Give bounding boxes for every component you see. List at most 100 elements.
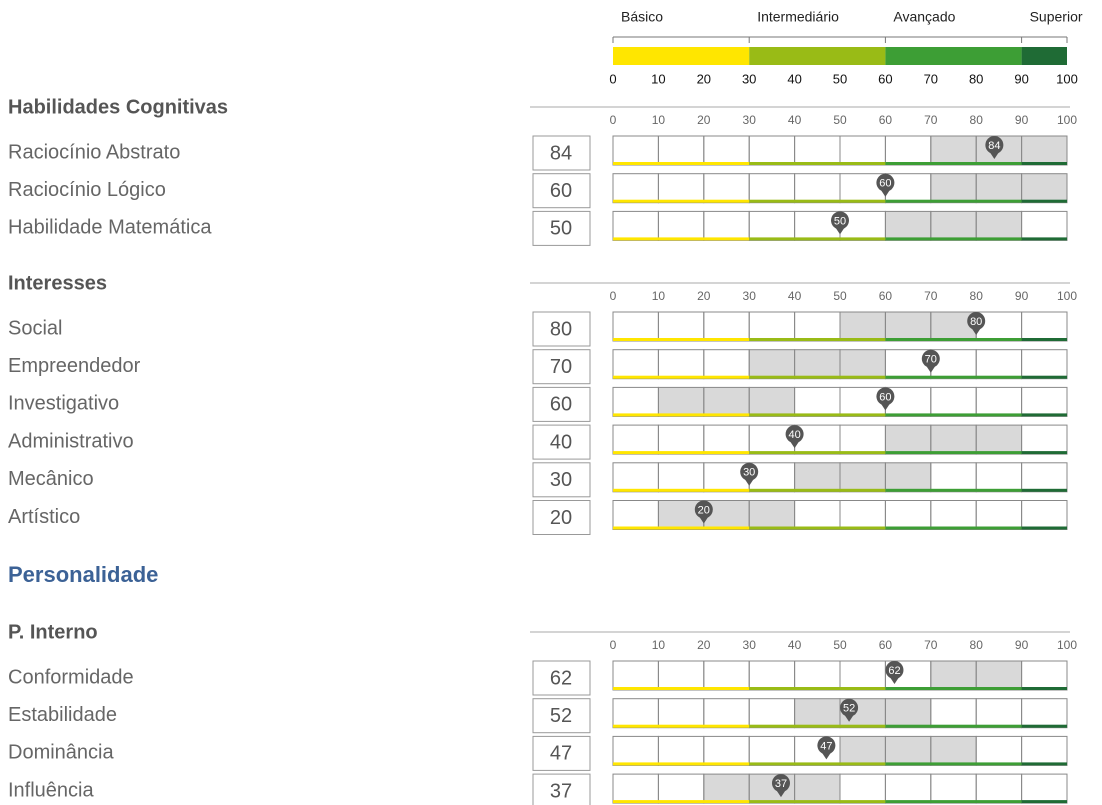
score-value: 20: [550, 507, 572, 529]
scale-tick: 60: [879, 638, 893, 652]
scale-tick: 0: [610, 113, 617, 127]
legend-tick: 20: [697, 71, 711, 86]
level-underline: [1021, 338, 1067, 341]
scale-tick: 100: [1057, 289, 1077, 303]
typical-range: [885, 425, 1022, 455]
score-value: 60: [550, 180, 572, 202]
level-underline: [885, 724, 1022, 728]
row-label: Administrativo: [8, 430, 134, 452]
pin-label: 47: [820, 740, 832, 752]
score-pin-head: [740, 462, 759, 481]
scale-tick: 50: [833, 289, 847, 303]
score-box: [532, 210, 591, 246]
score-pin-head: [831, 211, 849, 230]
row-label: Investigativo: [8, 393, 119, 415]
section-title: P. Interno: [8, 621, 98, 643]
score-pin-head: [771, 774, 790, 793]
scale-tick: 50: [833, 113, 847, 127]
scale-tick: 40: [788, 113, 802, 127]
scale-tick: 100: [1057, 113, 1077, 127]
scale-tick: 50: [833, 638, 847, 652]
level-underline: [749, 162, 886, 165]
row-label: Raciocínio Lógico: [8, 179, 166, 201]
score-box: [532, 773, 591, 805]
level-underline: [1021, 375, 1067, 379]
level-underline: [749, 800, 886, 804]
typical-range: [840, 312, 977, 341]
score-box: [532, 660, 591, 696]
level-label: Avançado: [893, 9, 955, 25]
pin-label: 37: [775, 778, 787, 790]
scale-tick: 20: [697, 289, 711, 303]
scale-tick: 0: [610, 289, 617, 303]
score-value: 47: [550, 743, 572, 765]
level-label: Intermediário: [757, 9, 839, 25]
pin-label: 70: [925, 354, 937, 366]
score-value: 84: [550, 142, 572, 164]
level-underline: [613, 413, 750, 417]
level-underline: [613, 724, 750, 728]
scale-tick: 80: [970, 289, 984, 303]
level-underline: [613, 526, 750, 530]
scale-tick: 0: [610, 638, 617, 652]
scale-tick: 10: [652, 638, 666, 652]
scale-tick: 40: [788, 638, 802, 652]
score-pin-head: [985, 136, 1004, 154]
row-label: Artístico: [8, 506, 80, 528]
typical-range: [658, 500, 795, 530]
row-label: Empreendedor: [8, 355, 141, 377]
pin-label: 62: [888, 665, 900, 677]
level-underline: [885, 162, 1022, 165]
score-pin-head: [876, 387, 895, 406]
level-underline: [749, 451, 886, 455]
level-band: [1021, 47, 1067, 65]
score-pin-head: [785, 425, 804, 444]
level-underline: [885, 488, 1022, 492]
level-underline: [749, 413, 886, 417]
scale-tick: 30: [743, 289, 757, 303]
pin-label: 50: [834, 215, 846, 227]
scale-tick: 80: [970, 638, 984, 652]
legend-tick: 80: [969, 71, 983, 86]
score-value: 37: [550, 780, 572, 802]
level-underline: [613, 451, 750, 455]
level-underline: [613, 488, 750, 492]
score-box: [532, 173, 591, 209]
score-pin-head: [694, 500, 713, 519]
level-underline: [885, 199, 1022, 203]
level-underline: [749, 687, 886, 690]
score-value: 40: [550, 431, 572, 453]
scale-tick: 90: [1015, 289, 1029, 303]
level-underline: [749, 526, 886, 530]
pin-label: 80: [970, 316, 982, 328]
typical-range: [749, 349, 886, 379]
scale-tick: 80: [970, 113, 984, 127]
level-underline: [613, 162, 750, 165]
scale-tick: 100: [1057, 638, 1077, 652]
score-pin-head: [885, 661, 904, 679]
row-label: Conformidade: [8, 666, 134, 688]
level-underline: [885, 338, 1022, 341]
typical-range: [703, 774, 840, 804]
level-underline: [885, 451, 1022, 455]
level-underline: [613, 375, 750, 379]
scale-tick: 30: [743, 113, 757, 127]
score-value: 70: [550, 356, 572, 378]
pin-label: 84: [988, 140, 1000, 152]
level-underline: [613, 237, 750, 241]
score-value: 52: [550, 705, 572, 727]
scale-tick: 90: [1015, 638, 1029, 652]
level-underline: [1021, 724, 1067, 728]
pin-label: 60: [879, 178, 891, 190]
score-box: [532, 311, 591, 347]
legend-tick: 30: [742, 71, 756, 86]
level-underline: [885, 800, 1022, 804]
level-underline: [885, 687, 1022, 690]
level-underline: [749, 338, 886, 341]
score-box: [532, 135, 591, 171]
scale-tick: 30: [743, 638, 757, 652]
row-label: Estabilidade: [8, 704, 117, 726]
score-box: [532, 698, 591, 734]
score-pin-head: [921, 349, 940, 368]
row-label: Influência: [8, 779, 94, 801]
